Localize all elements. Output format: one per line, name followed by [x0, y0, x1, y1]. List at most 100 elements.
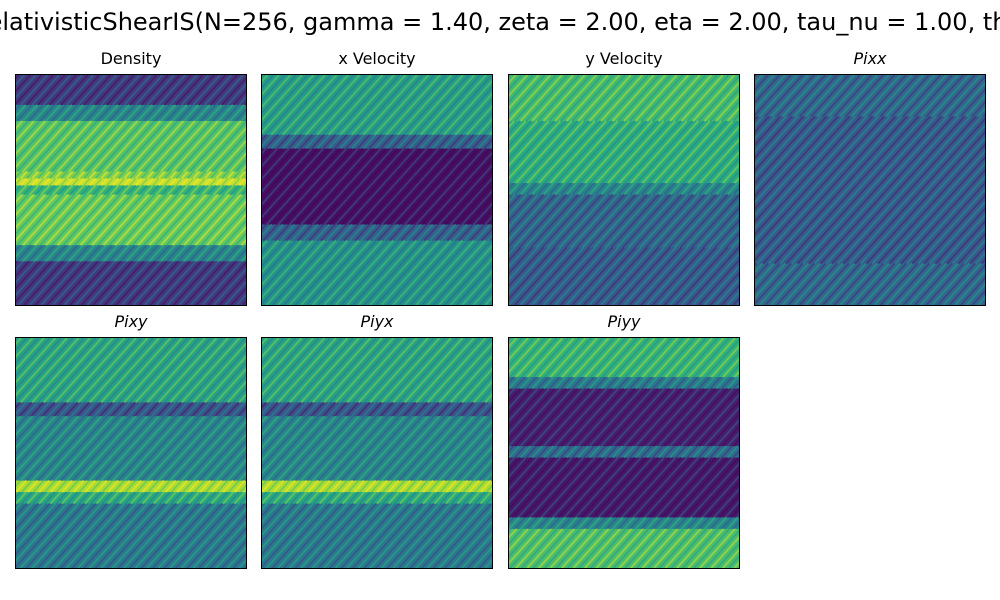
texture-streak [152, 75, 181, 106]
heatmap-x-velocity [261, 74, 493, 306]
texture-streak [262, 338, 280, 358]
texture-streak [442, 401, 457, 417]
texture-streak [606, 445, 618, 459]
texture-streak [33, 104, 50, 122]
texture-streak [175, 75, 204, 106]
texture-streak [287, 401, 302, 417]
texture-streak [262, 134, 273, 148]
texture-streak [702, 206, 739, 249]
texture-streak [707, 481, 739, 518]
texture-streak [400, 223, 417, 242]
texture-streak [262, 147, 313, 206]
texture-streak [755, 115, 868, 243]
texture-streak [584, 528, 621, 568]
texture-streak [78, 491, 91, 505]
texture-streak [787, 75, 827, 117]
texture-streak [509, 456, 550, 504]
texture-streak [709, 376, 722, 390]
texture-streak [79, 193, 127, 246]
texture-streak [199, 479, 212, 493]
texture-streak [755, 262, 775, 287]
texture-streak [698, 75, 739, 122]
texture-streak [38, 491, 51, 505]
texture-streak [509, 120, 521, 135]
texture-streak [460, 401, 474, 417]
texture-streak [180, 75, 210, 106]
texture-streak [356, 134, 371, 150]
texture-streak [291, 223, 308, 242]
texture-streak [322, 75, 378, 136]
texture-streak [16, 244, 33, 262]
texture-streak [764, 75, 804, 117]
texture-streak [565, 376, 578, 390]
texture-streak [215, 533, 246, 568]
texture-streak [701, 474, 739, 519]
texture-streak [171, 120, 219, 173]
texture-streak [423, 223, 440, 242]
texture-streak [432, 415, 492, 482]
texture-streak [531, 376, 544, 390]
texture-streak [594, 376, 607, 390]
texture-streak [190, 184, 200, 196]
texture-streak [392, 147, 463, 226]
texture-streak [86, 184, 97, 196]
texture-streak [537, 182, 549, 196]
texture-streak [791, 115, 926, 265]
texture-streak [317, 148, 388, 226]
texture-streak [72, 491, 85, 505]
texture-streak [439, 480, 452, 493]
texture-streak [271, 415, 331, 482]
texture-streak [449, 354, 492, 404]
texture-streak [218, 184, 229, 196]
panel-title-density: Density [100, 49, 162, 68]
texture-streak [726, 445, 739, 459]
texture-streak [277, 502, 337, 568]
texture-streak [167, 184, 177, 196]
texture-streak [283, 415, 343, 482]
texture-streak [755, 115, 834, 204]
texture-streak [548, 388, 602, 447]
texture-streak [215, 75, 244, 106]
texture-streak [237, 406, 246, 417]
texture-streak [327, 75, 384, 136]
texture-streak [547, 193, 597, 249]
texture-streak [106, 338, 166, 403]
texture-streak [347, 480, 360, 493]
texture-streak [366, 223, 382, 242]
texture-streak [16, 120, 64, 173]
texture-streak [386, 503, 446, 568]
texture-streak [616, 193, 666, 249]
texture-streak [414, 401, 428, 417]
texture-streak [716, 351, 739, 378]
texture-streak [72, 479, 85, 493]
texture-streak [362, 75, 418, 136]
texture-streak [661, 457, 717, 518]
texture-streak [299, 75, 355, 136]
texture-streak [693, 528, 730, 568]
texture-streak [509, 246, 556, 300]
texture-streak [81, 401, 96, 417]
texture-streak [617, 182, 630, 196]
texture-streak [425, 134, 440, 150]
texture-streak [509, 387, 528, 410]
texture-streak [474, 491, 486, 505]
texture-streak [577, 376, 590, 390]
texture-streak [318, 479, 331, 493]
texture-streak [515, 120, 573, 184]
texture-streak [209, 177, 218, 186]
texture-streak [705, 338, 739, 378]
texture-streak [511, 457, 567, 518]
texture-streak [117, 503, 177, 568]
texture-streak [232, 89, 246, 106]
texture-streak [16, 502, 34, 524]
texture-streak [295, 491, 308, 505]
texture-streak [288, 147, 359, 226]
texture-streak [514, 376, 526, 390]
texture-streak [597, 456, 654, 519]
texture-streak [363, 148, 434, 226]
texture-streak [134, 177, 143, 187]
texture-streak [629, 445, 641, 459]
texture-streak [471, 111, 492, 136]
texture-streak [431, 134, 446, 150]
texture-streak [212, 133, 246, 173]
